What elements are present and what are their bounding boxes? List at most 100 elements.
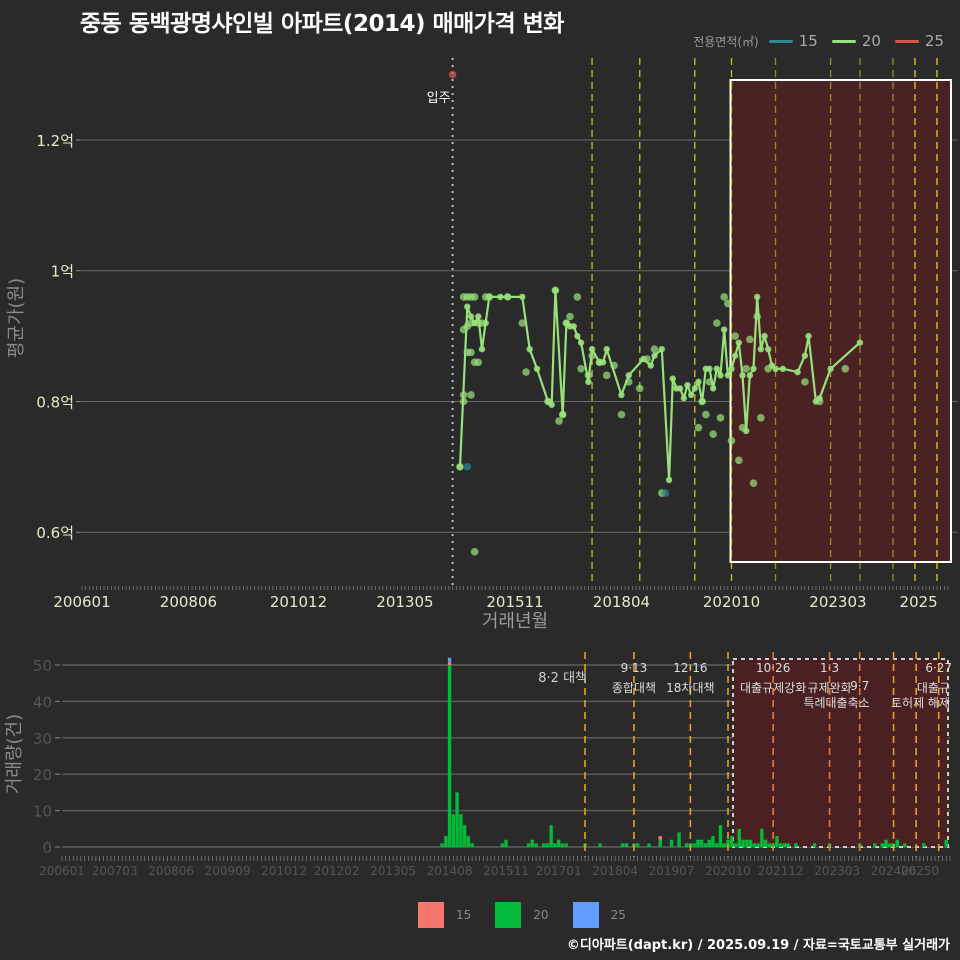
volume-bar-20 bbox=[748, 839, 753, 847]
data-point-20 bbox=[617, 410, 626, 419]
line-point bbox=[735, 339, 743, 346]
volume-bar-20 bbox=[786, 843, 790, 847]
legend-label-20: 20 bbox=[861, 32, 881, 50]
x-tick-label: 200806 bbox=[160, 593, 217, 611]
policy-date: 1·3 bbox=[820, 661, 839, 675]
data-point-25 bbox=[448, 70, 457, 79]
volume-bar-20 bbox=[684, 843, 689, 847]
line-point bbox=[805, 332, 812, 340]
data-point-15 bbox=[463, 463, 472, 471]
line-point bbox=[482, 319, 489, 327]
y-tick-label: 0.6억 bbox=[36, 524, 74, 542]
volume-bar-20 bbox=[692, 843, 696, 847]
line-point bbox=[687, 391, 695, 399]
line-point bbox=[559, 411, 566, 418]
line-point bbox=[486, 293, 493, 301]
data-point-20 bbox=[727, 436, 736, 445]
legend-swatch-15 bbox=[768, 39, 793, 43]
data-point-20 bbox=[720, 293, 728, 301]
line-point bbox=[695, 378, 702, 386]
x-tick-label: 202406 bbox=[871, 864, 917, 878]
data-point-20 bbox=[467, 391, 475, 399]
policy-date: 12·16 bbox=[673, 661, 707, 675]
y-tick-label: 50 bbox=[33, 657, 52, 675]
volume-bar-20 bbox=[880, 843, 884, 847]
x-tick-label: 202303 bbox=[809, 593, 866, 611]
data-point-20 bbox=[735, 456, 743, 465]
data-point-20 bbox=[470, 548, 479, 556]
data-point-20 bbox=[801, 378, 809, 386]
line-point bbox=[709, 385, 717, 392]
line-point bbox=[779, 365, 787, 372]
volume-bar-20 bbox=[470, 843, 474, 847]
line-point bbox=[647, 362, 654, 369]
policy-label: 대출규 bbox=[917, 681, 950, 695]
volume-bar-20 bbox=[737, 828, 741, 847]
line-point bbox=[728, 365, 735, 372]
source-credit: ©디아파트(dapt.kr) / 2025.09.19 / 자료=국토교통부 실… bbox=[566, 938, 950, 953]
line-point bbox=[640, 355, 647, 363]
line-point bbox=[731, 352, 739, 359]
volume-bar-20 bbox=[451, 814, 456, 847]
policy-date: 10·26 bbox=[756, 661, 790, 675]
move-in-label: 입주 bbox=[427, 91, 451, 106]
volume-bar-20 bbox=[504, 839, 508, 847]
line-point bbox=[570, 323, 577, 330]
line-point bbox=[739, 372, 746, 379]
volume-bar-20 bbox=[564, 843, 568, 847]
policy-label: 규제완화 bbox=[808, 681, 852, 695]
legend-swatch-25 bbox=[894, 39, 919, 43]
legend-title: 전용면적(㎡) bbox=[693, 34, 759, 49]
x-tick-label: 201305 bbox=[370, 864, 416, 878]
line-point bbox=[724, 372, 732, 379]
line-point bbox=[475, 313, 482, 320]
data-point-20 bbox=[577, 365, 585, 373]
x-tick-label: 201907 bbox=[649, 864, 695, 878]
data-point-20 bbox=[566, 312, 574, 321]
line-point bbox=[618, 391, 625, 399]
legend-label-15: 15 bbox=[456, 908, 472, 922]
volume-bar-20 bbox=[530, 839, 535, 847]
volume-bar-20 bbox=[556, 839, 561, 847]
volume-bar-20 bbox=[715, 843, 719, 847]
data-point-20 bbox=[713, 319, 721, 327]
volume-bar-20 bbox=[895, 839, 900, 847]
line-point bbox=[706, 365, 713, 372]
volume-bar-20 bbox=[730, 836, 734, 847]
x-tick-label: 200601 bbox=[39, 864, 85, 878]
data-point-20 bbox=[746, 335, 754, 344]
y-tick-label: 0.8억 bbox=[36, 393, 74, 411]
legend-swatch-20 bbox=[831, 39, 856, 43]
y-axis-title: 거래량(건) bbox=[4, 714, 25, 794]
legend-label-15: 15 bbox=[798, 32, 818, 50]
volume-bar-20 bbox=[745, 839, 749, 847]
volume-bar-20 bbox=[726, 839, 730, 847]
line-point bbox=[772, 365, 779, 372]
x-tick-label: 201408 bbox=[427, 864, 473, 878]
x-tick-label: 202010 bbox=[705, 864, 751, 878]
volume-bar-20 bbox=[944, 839, 948, 847]
line-point bbox=[684, 381, 691, 389]
data-point-20 bbox=[694, 423, 703, 432]
line-point bbox=[757, 345, 765, 353]
data-point-20 bbox=[716, 414, 725, 422]
line-point bbox=[456, 463, 464, 471]
x-tick-label: 200601 bbox=[53, 593, 110, 611]
x-axis-title: 거래년월 bbox=[482, 611, 548, 632]
chart-canvas: 0.6억 0.8억 1억 1.2억 입주 200601 200806 201012 201305… bbox=[4, 58, 958, 878]
line-point bbox=[827, 365, 834, 372]
volume-bar-20 bbox=[549, 825, 553, 847]
volume-bar-20 bbox=[447, 665, 452, 847]
legend-swatch-15 bbox=[418, 902, 444, 928]
data-point-20 bbox=[742, 365, 750, 373]
price-chart-panel: 0.6억 0.8억 1억 1.2억 입주 200601 200806 201012 201305… bbox=[6, 58, 958, 632]
line-point bbox=[794, 368, 801, 376]
volume-bar-20 bbox=[782, 843, 787, 847]
volume-bar-20 bbox=[888, 843, 892, 847]
data-point-20 bbox=[709, 430, 717, 438]
line-point bbox=[691, 385, 699, 392]
volume-bar-20 bbox=[873, 843, 877, 847]
x-tick-label: 200909 bbox=[205, 864, 251, 878]
line-point bbox=[588, 345, 596, 353]
line-point bbox=[585, 378, 592, 386]
